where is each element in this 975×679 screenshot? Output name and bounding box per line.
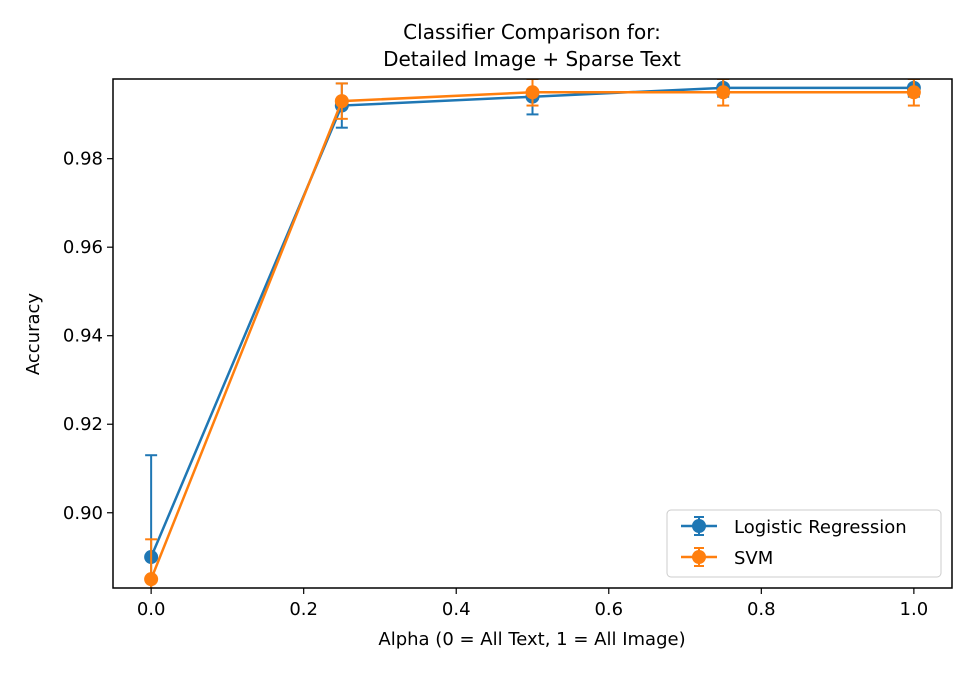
legend-box	[666, 509, 942, 578]
legend-swatches	[681, 516, 717, 567]
legend-label-svm: SVM	[734, 548, 773, 569]
x-tick-label: 0.4	[442, 599, 471, 620]
chart-title-line-1: Classifier Comparison for:	[403, 20, 661, 44]
data-point-svm	[334, 94, 349, 109]
y-tick-label: 0.98	[63, 149, 103, 170]
series-svm	[144, 79, 921, 588]
x-tick-label: 1.0	[900, 599, 929, 620]
chart-title-line-2: Detailed Image + Sparse Text	[383, 47, 681, 71]
plot-layer: 0.0 0.2 0.4 0.6 0.8 1.0 0.90 0.92 0.94 0.96 0.98	[63, 79, 929, 620]
data-point-svm	[716, 85, 731, 100]
x-axis-label: Alpha (0 = All Text, 1 = All Image)	[378, 629, 685, 650]
y-tick-label: 0.94	[63, 326, 103, 347]
x-tick-label: 0.8	[747, 599, 776, 620]
plot-frame	[112, 78, 953, 589]
data-point-svm	[525, 85, 540, 100]
x-tick-label: 0.2	[289, 599, 318, 620]
legend-label-logistic-regression: Logistic Regression	[734, 517, 907, 538]
x-tick-label: 0.6	[594, 599, 623, 620]
y-tick-label: 0.90	[63, 503, 103, 524]
y-tick-label: 0.92	[63, 414, 103, 435]
data-point-svm	[144, 572, 159, 587]
legend-marker-logistic-regression	[692, 519, 706, 533]
legend: Logistic Regression SVM	[666, 509, 942, 578]
legend-marker-svm	[692, 550, 706, 564]
x-tick-label: 0.0	[137, 599, 166, 620]
y-tick-label: 0.96	[63, 237, 103, 258]
y-axis-label: Accuracy	[23, 293, 44, 376]
data-point-svm	[906, 85, 921, 100]
